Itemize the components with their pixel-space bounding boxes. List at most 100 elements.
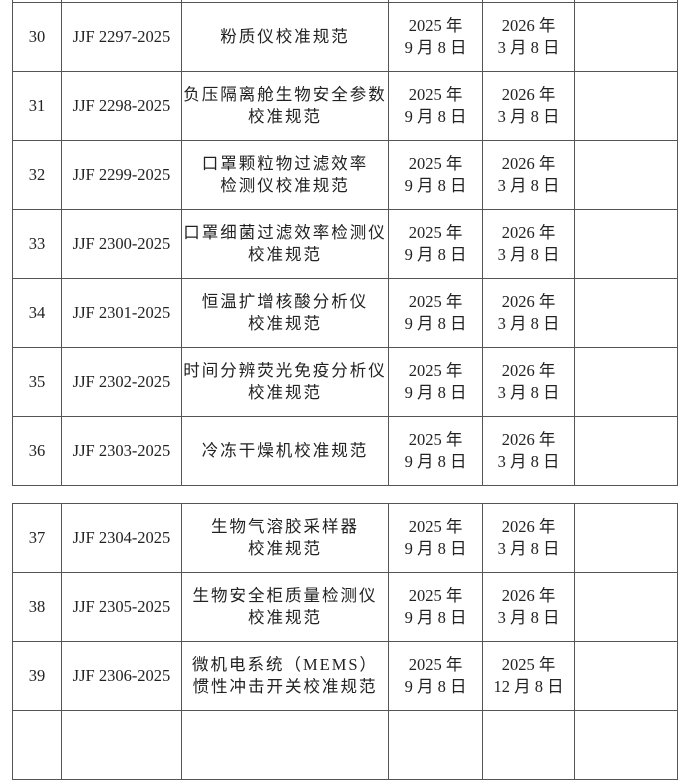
issue-date-cell: 2025 年 9 月 8 日 [388,347,483,417]
standard-name-cell: 粉质仪校准规范 [181,2,389,72]
serial-number-cell: 34 [12,278,62,348]
serial-number-cell-text: 37 [28,528,46,547]
standard-code-cell: JJF 2300-2025 [61,209,182,279]
issue-date-cell-text: 2025 年 [408,361,463,380]
standard-name-cell-text: 检测仪校准规范 [220,176,350,195]
serial-number-cell: 37 [12,503,62,573]
standard-code-cell: JJF 2297-2025 [61,2,182,72]
standard-name-cell-text: 惯性冲击开关校准规范 [192,677,378,696]
note-cell [574,209,678,279]
table-row [12,710,678,780]
serial-number-cell: 35 [12,347,62,417]
standard-name-cell-text: 校准规范 [248,245,322,264]
effective-date-cell: 2026 年 3 月 8 日 [482,209,575,279]
effective-date-cell: 2026 年 3 月 8 日 [482,140,575,210]
serial-number-cell-text: 39 [28,666,46,685]
serial-number-cell-text: 30 [28,27,46,46]
serial-number-cell-text: 35 [28,372,46,391]
serial-number-cell-text: 36 [28,441,46,460]
effective-date-cell-text: 2026 年 [501,361,556,380]
standard-name-cell [181,710,389,780]
effective-date-cell-text: 3 月 8 日 [497,383,560,402]
standard-name-cell-text: 微机电系统（MEMS） [191,655,379,674]
standard-name-cell: 口罩颗粒物过滤效率 检测仪校准规范 [181,140,389,210]
serial-number-cell: 39 [12,641,62,711]
effective-date-cell: 2026 年 3 月 8 日 [482,572,575,642]
standard-name-cell-text: 时间分辨荧光免疫分析仪 [183,361,387,380]
standards-table-part-1: 30 JJF 2297-2025 粉质仪校准规范 2025 年 9 月 8 日 2026 … [12,0,678,486]
table-row: 34 JJF 2301-2025 恒温扩增核酸分析仪 校准规范 2025 年 9 月 8 … [12,278,678,348]
effective-date-cell-text: 3 月 8 日 [497,314,560,333]
issue-date-cell-text: 9 月 8 日 [404,452,467,471]
table-row: 38 JJF 2305-2025 生物安全柜质量检测仪 校准规范 2025 年 9 月 8… [12,572,678,642]
effective-date-cell: 2026 年 3 月 8 日 [482,416,575,486]
note-cell [574,710,678,780]
effective-date-cell-text: 3 月 8 日 [497,452,560,471]
issue-date-cell-text: 9 月 8 日 [404,176,467,195]
standard-code-cell: JJF 2298-2025 [61,71,182,141]
standard-name-cell-text: 生物安全柜质量检测仪 [192,586,378,605]
standard-code-cell-text: JJF 2300-2025 [72,234,171,253]
issue-date-cell-text: 2025 年 [408,292,463,311]
standard-code-cell [61,710,182,780]
serial-number-cell: 30 [12,2,62,72]
issue-date-cell-text: 2025 年 [408,517,463,536]
issue-date-cell: 2025 年 9 月 8 日 [388,503,483,573]
issue-date-cell: 2025 年 9 月 8 日 [388,71,483,141]
effective-date-cell-text: 2026 年 [501,292,556,311]
issue-date-cell-text: 9 月 8 日 [404,314,467,333]
note-cell [574,140,678,210]
issue-date-cell: 2025 年 9 月 8 日 [388,416,483,486]
serial-number-cell: 31 [12,71,62,141]
standard-name-cell-text: 校准规范 [248,107,322,126]
standard-name-cell-text: 冷冻干燥机校准规范 [201,441,369,460]
effective-date-cell-text: 2026 年 [501,85,556,104]
issue-date-cell-text: 9 月 8 日 [404,107,467,126]
standard-name-cell-text: 口罩颗粒物过滤效率 [201,154,369,173]
standard-code-cell: JJF 2302-2025 [61,347,182,417]
table-row: 31 JJF 2298-2025 负压隔离舱生物安全参数 校准规范 2025 年 9 月 … [12,71,678,141]
serial-number-cell: 33 [12,209,62,279]
serial-number-cell-text: 38 [28,597,46,616]
table-row: 35 JJF 2302-2025 时间分辨荧光免疫分析仪 校准规范 2025 年 9 月 … [12,347,678,417]
standard-name-cell-text: 恒温扩增核酸分析仪 [201,292,369,311]
issue-date-cell-text: 2025 年 [408,223,463,242]
serial-number-cell-text: 31 [28,96,46,115]
standard-code-cell: JJF 2305-2025 [61,572,182,642]
effective-date-cell-text: 2026 年 [501,223,556,242]
effective-date-cell: 2026 年 3 月 8 日 [482,347,575,417]
table-row: 32 JJF 2299-2025 口罩颗粒物过滤效率 检测仪校准规范 2025 年 9 月… [12,140,678,210]
standard-code-cell-text: JJF 2302-2025 [72,372,171,391]
issue-date-cell-text: 9 月 8 日 [404,539,467,558]
issue-date-cell-text: 2025 年 [408,85,463,104]
standard-name-cell: 口罩细菌过滤效率检测仪 校准规范 [181,209,389,279]
issue-date-cell-text: 9 月 8 日 [404,38,467,57]
effective-date-cell: 2025 年 12 月 8 日 [482,641,575,711]
issue-date-cell-text: 9 月 8 日 [404,677,467,696]
effective-date-cell-text: 12 月 8 日 [493,677,564,696]
issue-date-cell: 2025 年 9 月 8 日 [388,278,483,348]
issue-date-cell-text: 2025 年 [408,16,463,35]
serial-number-cell [12,710,62,780]
issue-date-cell [388,710,483,780]
effective-date-cell-text: 3 月 8 日 [497,245,560,264]
issue-date-cell-text: 2025 年 [408,430,463,449]
issue-date-cell: 2025 年 9 月 8 日 [388,2,483,72]
standard-name-cell-text: 生物气溶胶采样器 [211,517,359,536]
note-cell [574,278,678,348]
issue-date-cell: 2025 年 9 月 8 日 [388,572,483,642]
issue-date-cell-text: 9 月 8 日 [404,245,467,264]
effective-date-cell-text: 3 月 8 日 [497,608,560,627]
issue-date-cell: 2025 年 9 月 8 日 [388,641,483,711]
note-cell [574,416,678,486]
standard-name-cell: 生物安全柜质量检测仪 校准规范 [181,572,389,642]
standard-code-cell-text: JJF 2304-2025 [72,528,171,547]
serial-number-cell: 36 [12,416,62,486]
serial-number-cell: 38 [12,572,62,642]
effective-date-cell-text: 3 月 8 日 [497,176,560,195]
standard-code-cell: JJF 2301-2025 [61,278,182,348]
effective-date-cell-text: 3 月 8 日 [497,38,560,57]
serial-number-cell-text: 32 [28,165,46,184]
issue-date-cell-text: 2025 年 [408,655,463,674]
standard-name-cell-text: 校准规范 [248,314,322,333]
